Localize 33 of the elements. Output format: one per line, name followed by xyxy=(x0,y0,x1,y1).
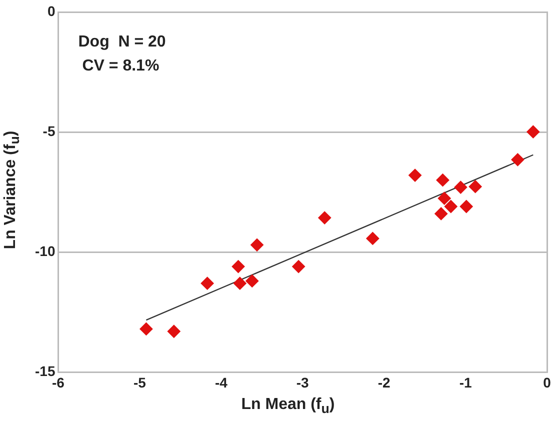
annotation: CV = 8.1% xyxy=(82,57,160,74)
x-tick-label: -1 xyxy=(459,374,472,390)
point xyxy=(232,260,245,274)
point xyxy=(454,180,468,194)
x-tick-label: -5 xyxy=(133,374,146,390)
point xyxy=(408,168,422,182)
point xyxy=(460,200,473,214)
point xyxy=(436,174,450,187)
point xyxy=(318,211,332,224)
point xyxy=(292,260,306,274)
annotation: Dog N = 20 xyxy=(78,33,166,50)
point xyxy=(526,125,540,138)
point xyxy=(140,322,153,336)
x-tick-label: 0 xyxy=(543,374,552,390)
point xyxy=(434,207,448,220)
point xyxy=(444,200,458,214)
y-tick-label: -15 xyxy=(35,363,56,380)
y-tick-label: 0 xyxy=(47,2,56,19)
x-axis-title: Ln Mean (f$_{u}$) xyxy=(240,396,336,416)
point xyxy=(250,238,264,252)
point xyxy=(438,192,451,205)
point xyxy=(233,276,246,290)
x-tick-label: -4 xyxy=(214,374,228,390)
point xyxy=(246,274,259,288)
y-tick-label: -5 xyxy=(42,122,56,139)
point xyxy=(167,324,180,338)
point xyxy=(511,153,524,166)
x-tick-label: -2 xyxy=(378,374,391,390)
point xyxy=(200,276,214,290)
point xyxy=(366,232,380,245)
y-tick-label: -10 xyxy=(35,242,56,259)
x-tick-label: -3 xyxy=(296,374,310,390)
point xyxy=(468,180,482,194)
